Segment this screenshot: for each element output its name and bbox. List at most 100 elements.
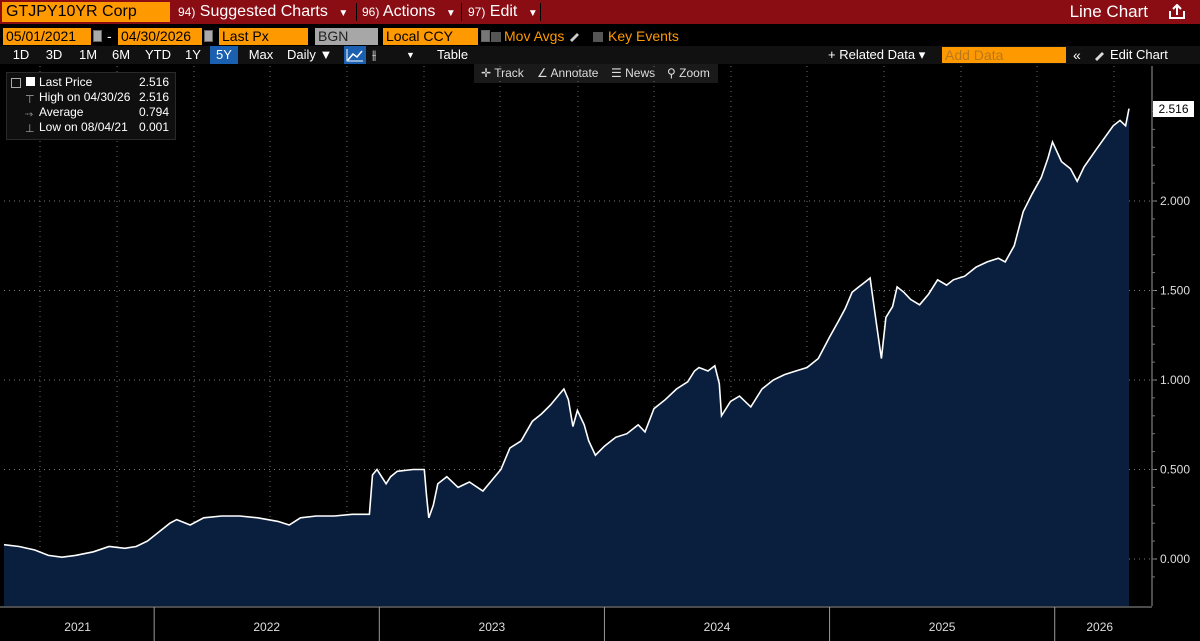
period-ytd[interactable]: YTD [145,47,171,62]
divider [356,3,357,21]
x-year-label: 2026 [1086,620,1113,634]
field-selector[interactable]: Last Px [219,28,308,45]
currency-field[interactable]: Local CCY [383,28,478,45]
price-line [3,108,1130,559]
track-label: Track [494,66,524,80]
x-year-label: 2023 [479,620,506,634]
legend-box[interactable]: Last Price 2.516 ⊤ High on 04/30/26 2.51… [6,72,176,140]
legend-row: Average 0.794 [39,105,169,120]
legend-value: 2.516 [138,75,169,89]
high-marker-icon: ⊤ [25,94,35,106]
suggested-charts-menu[interactable]: 94) Suggested Charts ▼ [178,0,348,24]
share-icon[interactable] [1168,4,1186,20]
source-field[interactable]: BGN [315,28,378,45]
compare-tool-icon[interactable]: ⫲ [372,47,377,62]
y-tick-label: 1.500 [1160,284,1190,298]
currency-dropdown-icon[interactable] [481,30,490,42]
pencil-icon[interactable] [1093,49,1105,61]
y-tick-label: 2.000 [1160,194,1190,208]
x-year-label: 2021 [64,620,91,634]
date-separator: - [107,28,112,44]
actions-menu[interactable]: 96) Actions ▼ [362,0,456,24]
annotate-label: Annotate [550,66,599,80]
period-5y[interactable]: 5Y [210,46,238,64]
annotate-tool[interactable]: ∠ Annotate [537,64,598,83]
line-chart-style-button[interactable] [344,46,366,64]
menu-label: Suggested Charts [199,3,328,20]
line-chart-icon [346,49,363,62]
period-3d[interactable]: 3D [45,47,63,62]
x-year-label: 2025 [929,620,956,634]
news-tool[interactable]: ☰ News [611,64,655,83]
mov-avgs-label[interactable]: Mov Avgs [504,28,565,44]
frequency-dropdown[interactable]: Daily ▼ [287,47,333,62]
chart-type-title: Line Chart [1069,2,1148,21]
mov-avgs-checkbox[interactable] [491,32,501,42]
y-axis: 0.000 0.500 1.000 1.500 2.000 [1151,66,1190,606]
last-price-label: 2.516 [1153,101,1194,117]
y-tick-label: 0.000 [1160,552,1190,566]
news-label: News [625,66,656,80]
average-marker-icon: ⤑ [25,109,33,120]
calendar-icon[interactable] [204,30,213,42]
period-1m[interactable]: 1M [78,47,98,62]
pencil-icon[interactable] [568,30,580,42]
x-year-label: 2024 [704,620,731,634]
start-date-field[interactable]: 05/01/2021 [3,28,91,45]
collapse-legend-icon[interactable] [11,78,21,88]
legend-row: High on 04/30/26 2.516 [39,90,169,105]
collapse-icon[interactable]: « [1073,47,1081,63]
key-events-checkbox[interactable] [593,32,603,42]
menu-label: Actions [382,3,436,20]
related-data-button[interactable]: + Related Data ▾ [828,47,926,62]
zoom-tool[interactable]: ⚲ Zoom [667,64,710,83]
zoom-label: Zoom [679,66,710,80]
end-date-field[interactable]: 04/30/2026 [118,28,202,45]
legend-value: 0.794 [138,105,169,119]
table-button[interactable]: Table [437,47,469,62]
legend-label: Last Price [39,75,93,89]
header-strip [0,0,1200,24]
x-axis: 2021 2022 2023 2024 2025 2026 [0,606,1200,641]
annotate-icon: ∠ [537,66,548,80]
legend-value: 0.001 [138,120,169,134]
divider [540,3,541,21]
chevron-down-icon[interactable]: ▼ [406,50,415,60]
chart-grid [4,66,1152,606]
news-icon: ☰ [611,66,622,80]
x-year-label: 2022 [253,620,280,634]
chevron-down-icon: ▼ [527,8,538,19]
calendar-icon[interactable] [93,30,102,42]
low-marker-icon: ⊥ [25,123,35,135]
menu-number: 96) [362,5,380,19]
legend-label: High on 04/30/26 [39,90,131,104]
edit-chart-button[interactable]: Edit Chart [1110,47,1168,62]
key-events-label[interactable]: Key Events [608,28,679,44]
ticker-field[interactable]: GTJPY10YR Corp [2,2,170,22]
zoom-icon: ⚲ [667,66,676,80]
period-6m[interactable]: 6M [111,47,131,62]
period-1y[interactable]: 1Y [185,47,201,62]
divider [461,3,462,21]
add-data-input[interactable]: Add Data [942,47,1066,63]
menu-number: 97) [468,5,486,19]
legend-value: 2.516 [138,90,169,104]
x-axis-band [0,607,1200,641]
y-tick-label: 1.000 [1160,373,1190,387]
legend-row: Low on 08/04/21 0.001 [39,120,169,135]
menu-number: 94) [178,5,196,19]
edit-menu[interactable]: 97) Edit ▼ [468,0,538,24]
menu-label: Edit [489,3,518,20]
crosshair-icon: ✛ [481,66,492,80]
period-max[interactable]: Max [248,47,274,62]
period-toolbar [0,46,1200,64]
period-1d[interactable]: 1D [12,47,30,62]
y-tick-label: 0.500 [1160,463,1190,477]
track-tool[interactable]: ✛ Track [481,64,524,83]
price-area-fill [4,108,1129,606]
legend-label: Low on 08/04/21 [39,120,128,134]
last-price-swatch [26,77,35,86]
legend-row: Last Price 2.516 [39,75,169,90]
header-bar [0,0,1200,24]
